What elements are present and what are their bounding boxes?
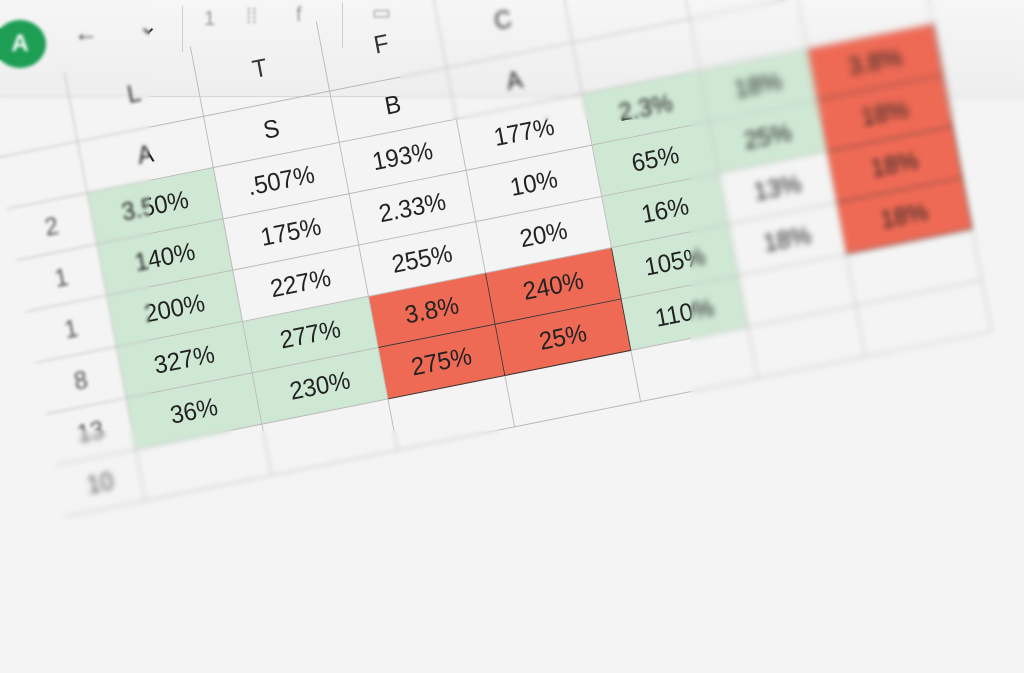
toolbar-divider xyxy=(182,6,183,52)
toolbar-tool-1[interactable]: 1 xyxy=(204,8,216,30)
toolbar-tool-4[interactable]: ▭ xyxy=(372,2,391,24)
toolbar-tool-3[interactable]: f xyxy=(296,4,302,26)
toolbar-tool-2[interactable]: ⁞⁞ xyxy=(246,6,258,28)
app-logo-icon[interactable]: A xyxy=(0,20,46,68)
chevron-down-icon[interactable]: ⌄ xyxy=(138,13,159,40)
back-arrow-icon[interactable]: ← xyxy=(74,20,98,47)
toolbar-divider xyxy=(342,2,343,48)
